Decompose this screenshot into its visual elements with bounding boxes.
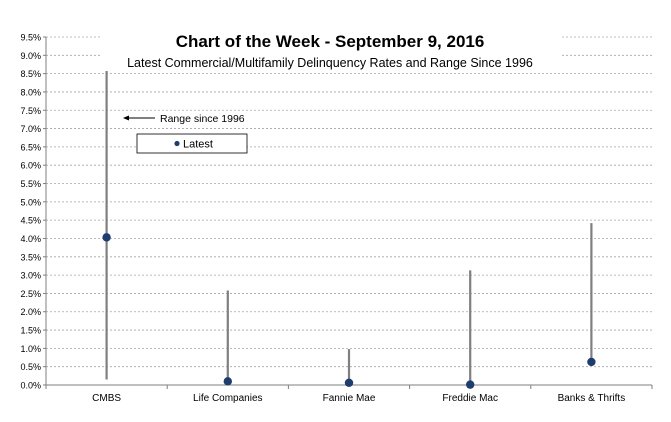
legend-marker [174, 140, 180, 147]
y-tick-label: 3.0% [20, 271, 41, 281]
y-tick-label: 8.0% [20, 87, 41, 97]
y-tick-label: 5.0% [20, 197, 41, 207]
title-block: Chart of the Week - September 9, 2016 La… [100, 31, 560, 71]
y-tick-label: 9.5% [20, 33, 41, 43]
x-tick-label: Freddie Mac [442, 393, 498, 404]
y-tick-label: 7.0% [20, 124, 41, 134]
chart-title: Chart of the Week - September 9, 2016 [175, 32, 485, 51]
y-tick-label: 3.5% [20, 252, 41, 262]
x-tick-labels: CMBS Life Companies Fannie Mae Freddie Mac B… [92, 393, 625, 404]
y-tick-label: 1.0% [20, 344, 41, 354]
annotation-arrow-head [123, 115, 129, 121]
y-tick-labels: 0.0% 0.5% 1.0% 1.5% 2.0% 2.5% 3.0% 3.5% 4.0% 4.5%… [20, 33, 41, 391]
legend: Latest [136, 133, 248, 154]
latest-dot [587, 357, 596, 367]
y-tick-label: 6.0% [20, 161, 41, 171]
x-tick-label: Fannie Mae [323, 393, 376, 404]
latest-dot [102, 233, 111, 242]
grid-lines [46, 36, 652, 368]
latest-dot [344, 378, 354, 388]
x-tick-label: Life Companies [193, 393, 262, 404]
x-tick-label: CMBS [92, 393, 121, 404]
range-annotation: Range since 1996 [123, 113, 245, 125]
x-tick-label: Banks & Thrifts [558, 393, 626, 404]
latest-dot [466, 380, 475, 389]
y-tick-label: 8.5% [20, 69, 41, 79]
y-tick-label: 1.5% [20, 326, 41, 336]
y-tick-label: 0.5% [20, 362, 41, 372]
y-tick-label: 7.5% [20, 106, 41, 116]
y-tick-label: 4.0% [20, 234, 41, 244]
y-tick-label: 2.0% [20, 307, 41, 317]
chart-subtitle: Latest Commercial/Multifamily Delinquenc… [127, 56, 533, 70]
latest-dot [223, 377, 232, 386]
y-tick-label: 2.5% [20, 289, 41, 299]
legend-box [136, 133, 248, 154]
y-tick-label: 9.0% [20, 51, 41, 61]
axes [43, 36, 653, 389]
range-lines [105, 58, 593, 385]
annotation-text: Range since 1996 [160, 113, 245, 125]
y-tick-label: 0.0% [20, 381, 41, 391]
y-tick-label: 4.5% [20, 216, 41, 226]
y-tick-label: 5.5% [20, 179, 41, 189]
y-tick-label: 6.5% [20, 142, 41, 152]
legend-label: Latest [183, 139, 213, 151]
latest-dots [102, 233, 596, 389]
